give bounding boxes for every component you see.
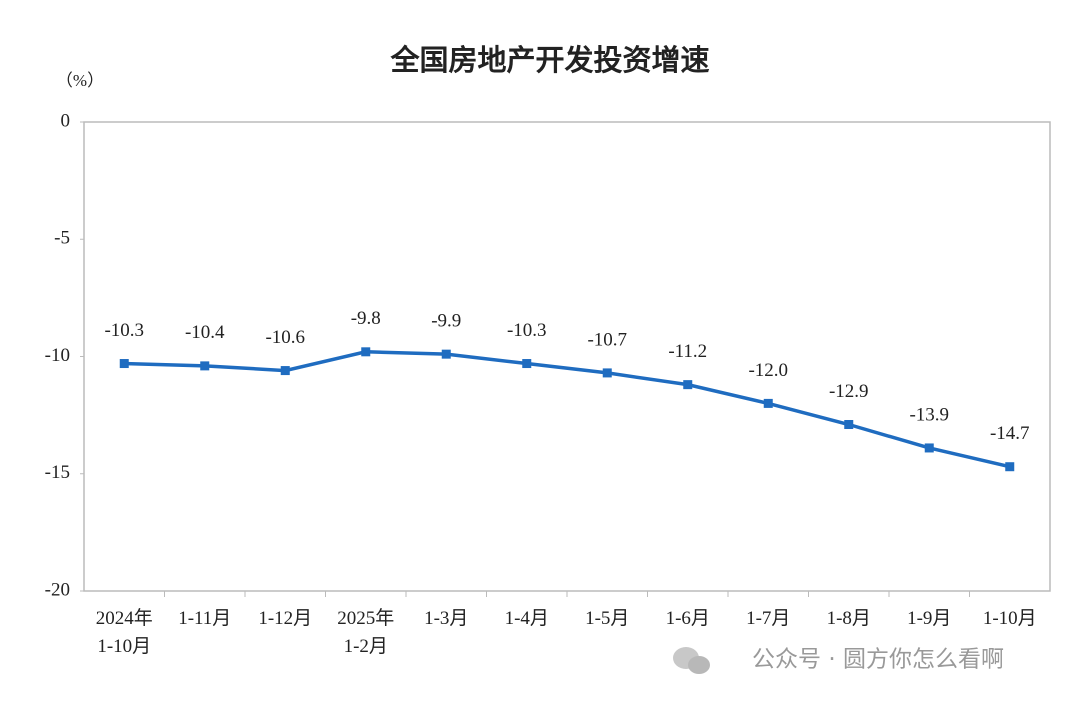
marker bbox=[361, 347, 371, 357]
y-unit: （%） bbox=[56, 71, 104, 90]
marker bbox=[683, 380, 693, 390]
x-tick-label: 1-6月 bbox=[665, 608, 710, 629]
watermark: 公众号 · 圆方你怎么看啊 bbox=[752, 647, 1004, 673]
marker bbox=[200, 361, 210, 371]
watermark-icon bbox=[673, 647, 710, 674]
x-tick-label: 2024年 1-10月 bbox=[95, 608, 153, 657]
y-tick-label: -5 bbox=[54, 228, 70, 249]
line bbox=[124, 350, 1011, 469]
x-tick-label: 1-5月 bbox=[585, 608, 630, 629]
data-label: -13.9 bbox=[909, 404, 949, 425]
y-tick-label: -10 bbox=[45, 345, 70, 366]
data-label: -12.9 bbox=[829, 381, 869, 402]
data-label: -9.8 bbox=[351, 308, 381, 329]
marker bbox=[763, 398, 773, 408]
data-label: -10.4 bbox=[185, 322, 225, 343]
data-label: -9.9 bbox=[431, 311, 461, 332]
x-tick-label: 2025年 1-2月 bbox=[337, 608, 395, 657]
marker bbox=[602, 368, 612, 378]
data-label: -10.3 bbox=[507, 320, 547, 341]
x-tick-label: 1-8月 bbox=[826, 608, 871, 629]
x-tick-label: 1-11月 bbox=[178, 608, 232, 629]
x-tick-label: 1-4月 bbox=[504, 608, 549, 629]
y-tick-label: -15 bbox=[45, 462, 70, 483]
marker bbox=[522, 359, 532, 369]
data-label: -10.3 bbox=[104, 320, 144, 341]
x-tick-label: 1-7月 bbox=[746, 608, 791, 629]
data-label: -10.6 bbox=[265, 327, 305, 348]
x-tick-label: 1-12月 bbox=[258, 608, 313, 629]
x-tick-label: 1-10月 bbox=[982, 608, 1037, 629]
x-tick-label: 1-9月 bbox=[907, 608, 952, 629]
marker bbox=[1005, 462, 1015, 472]
chart-title: 全国房地产开发投资增速 bbox=[389, 43, 709, 77]
marker bbox=[280, 366, 290, 376]
plot-frame bbox=[83, 121, 1051, 592]
marker bbox=[441, 349, 451, 359]
marker bbox=[844, 420, 854, 430]
data-label: -14.7 bbox=[990, 423, 1030, 444]
y-tick-label: 0 bbox=[61, 110, 71, 131]
data-label: -11.2 bbox=[668, 341, 707, 362]
x-tick-label: 1-3月 bbox=[424, 608, 469, 629]
marker bbox=[119, 359, 129, 369]
y-tick-label: -20 bbox=[45, 579, 70, 600]
data-label: -12.0 bbox=[748, 360, 788, 381]
data-label: -10.7 bbox=[587, 329, 627, 350]
marker bbox=[924, 443, 934, 453]
